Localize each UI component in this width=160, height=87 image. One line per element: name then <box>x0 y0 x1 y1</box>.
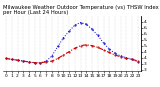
Text: Milwaukee Weather Outdoor Temperature (vs) THSW Index per Hour (Last 24 Hours): Milwaukee Weather Outdoor Temperature (v… <box>3 5 159 15</box>
